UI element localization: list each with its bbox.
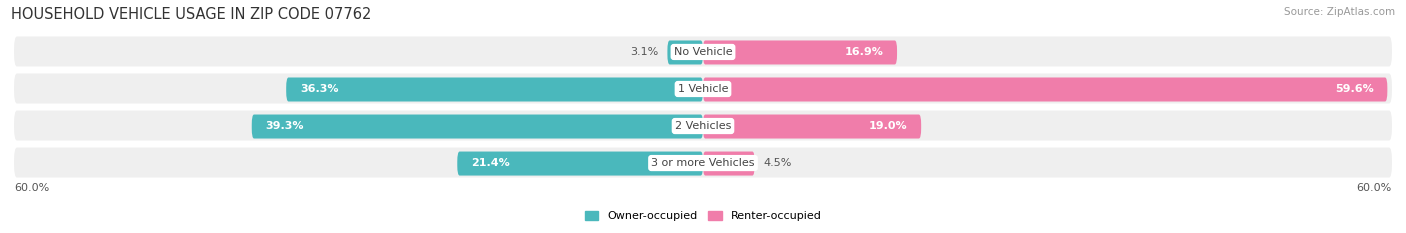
Text: 39.3%: 39.3%	[266, 121, 304, 131]
Text: 21.4%: 21.4%	[471, 158, 510, 168]
FancyBboxPatch shape	[252, 114, 703, 139]
FancyBboxPatch shape	[703, 151, 755, 175]
Text: 1 Vehicle: 1 Vehicle	[678, 84, 728, 94]
FancyBboxPatch shape	[14, 110, 1392, 140]
FancyBboxPatch shape	[457, 151, 703, 175]
Text: No Vehicle: No Vehicle	[673, 47, 733, 57]
Text: 60.0%: 60.0%	[1357, 183, 1392, 192]
Text: 19.0%: 19.0%	[869, 121, 907, 131]
Text: HOUSEHOLD VEHICLE USAGE IN ZIP CODE 07762: HOUSEHOLD VEHICLE USAGE IN ZIP CODE 0776…	[11, 7, 371, 22]
Legend: Owner-occupied, Renter-occupied: Owner-occupied, Renter-occupied	[585, 211, 821, 221]
FancyBboxPatch shape	[703, 41, 897, 65]
FancyBboxPatch shape	[14, 147, 1392, 178]
FancyBboxPatch shape	[14, 37, 1392, 66]
Text: 36.3%: 36.3%	[299, 84, 339, 94]
FancyBboxPatch shape	[703, 78, 1388, 102]
FancyBboxPatch shape	[287, 78, 703, 102]
Text: 3.1%: 3.1%	[630, 47, 658, 57]
FancyBboxPatch shape	[703, 114, 921, 139]
Text: 3 or more Vehicles: 3 or more Vehicles	[651, 158, 755, 168]
Text: 59.6%: 59.6%	[1334, 84, 1374, 94]
Text: 16.9%: 16.9%	[845, 47, 883, 57]
Text: 2 Vehicles: 2 Vehicles	[675, 121, 731, 131]
FancyBboxPatch shape	[14, 73, 1392, 103]
FancyBboxPatch shape	[668, 41, 703, 65]
Text: 60.0%: 60.0%	[14, 183, 49, 192]
Text: 4.5%: 4.5%	[763, 158, 792, 168]
Text: Source: ZipAtlas.com: Source: ZipAtlas.com	[1284, 7, 1395, 17]
